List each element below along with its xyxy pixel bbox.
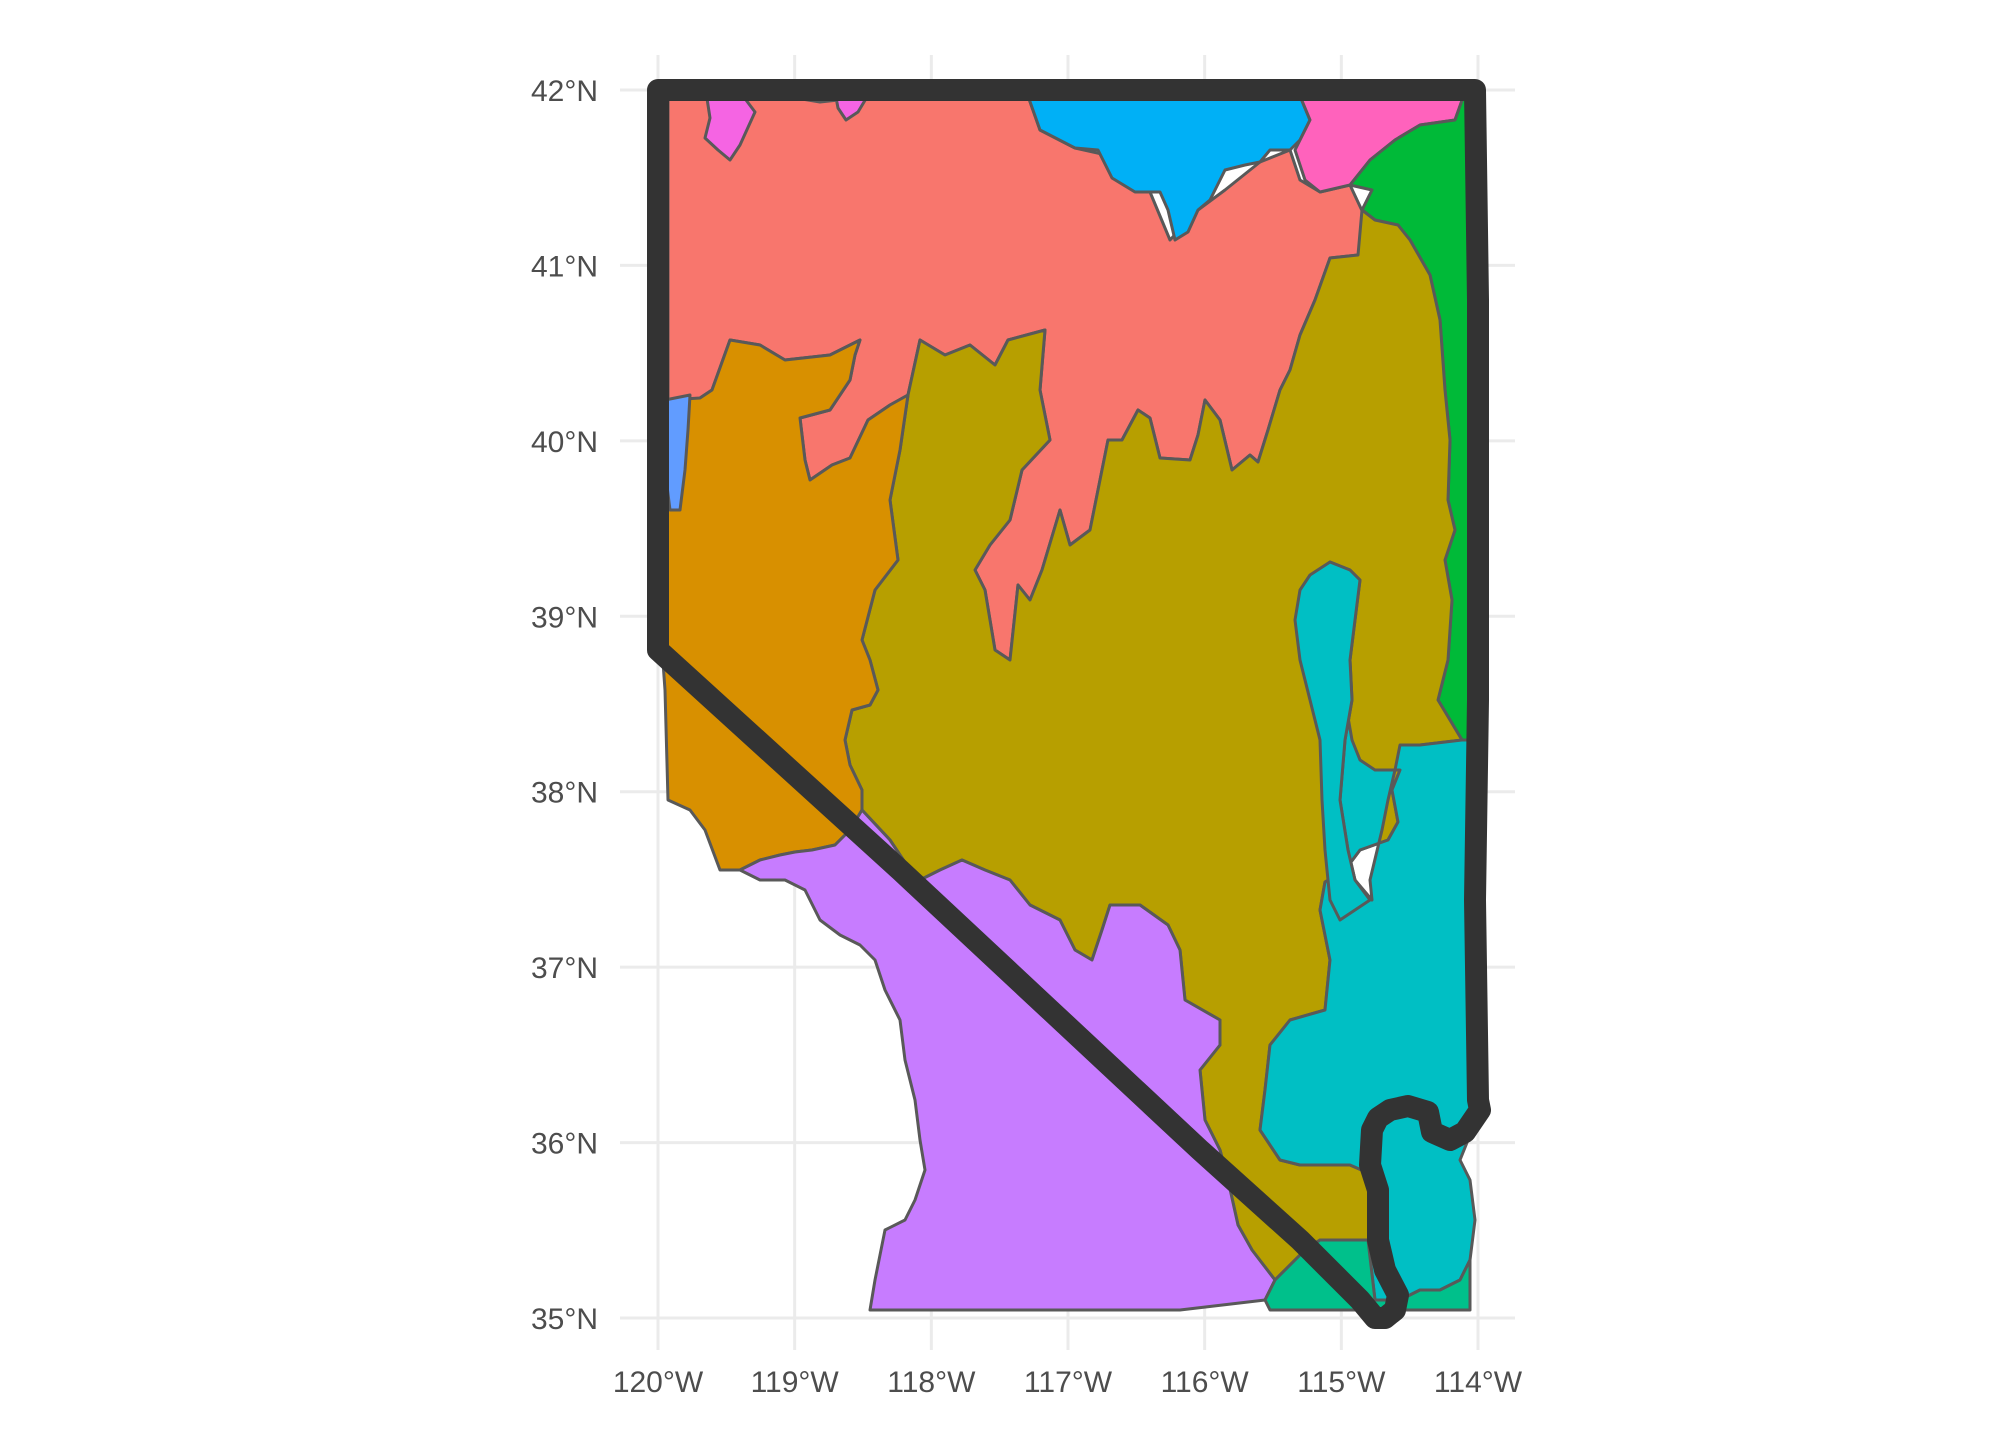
y-tick-label: 41°N	[531, 250, 598, 283]
x-tick-label: 118°W	[887, 1366, 976, 1399]
y-tick-label: 42°N	[531, 75, 598, 108]
x-tick-label: 120°W	[613, 1366, 704, 1399]
x-tick-label: 117°W	[1024, 1366, 1113, 1399]
region-orange	[658, 338, 910, 872]
x-tick-label: 116°W	[1161, 1366, 1250, 1399]
region-teal-finger	[1293, 560, 1372, 922]
y-tick-label: 37°N	[531, 952, 598, 985]
y-tick-label: 40°N	[531, 426, 598, 459]
x-axis-tick-labels: 120°W 119°W 118°W 117°W 116°W 115°W 114°W	[613, 1366, 1523, 1399]
x-tick-label: 114°W	[1434, 1366, 1523, 1399]
x-tick-label: 115°W	[1297, 1366, 1386, 1399]
watershed-regions	[658, 88, 1482, 1312]
x-tick-label: 119°W	[751, 1366, 840, 1399]
nevada-state-border	[647, 79, 1491, 1329]
y-tick-label: 39°N	[531, 601, 598, 634]
y-tick-label: 35°N	[531, 1303, 598, 1336]
y-tick-label: 36°N	[531, 1128, 598, 1161]
y-axis-tick-labels: 42°N 41°N 40°N 39°N 38°N 37°N 36°N 35°N	[531, 75, 598, 1336]
y-tick-label: 38°N	[531, 777, 598, 810]
